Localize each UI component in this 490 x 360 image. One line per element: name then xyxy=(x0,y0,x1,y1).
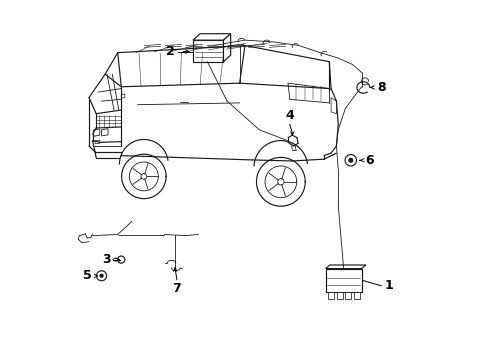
Circle shape xyxy=(141,174,147,179)
Text: 8: 8 xyxy=(378,81,386,94)
FancyBboxPatch shape xyxy=(337,292,343,299)
Text: 4: 4 xyxy=(286,109,294,122)
Polygon shape xyxy=(331,98,337,114)
Text: 5: 5 xyxy=(83,269,92,282)
Polygon shape xyxy=(193,34,231,40)
Text: 2: 2 xyxy=(166,45,175,58)
Circle shape xyxy=(278,179,284,185)
Polygon shape xyxy=(95,140,100,144)
Polygon shape xyxy=(122,94,125,98)
FancyBboxPatch shape xyxy=(326,269,362,292)
Polygon shape xyxy=(326,265,366,269)
FancyBboxPatch shape xyxy=(354,292,360,299)
Text: 1: 1 xyxy=(384,279,393,292)
Polygon shape xyxy=(101,129,108,136)
FancyBboxPatch shape xyxy=(345,292,351,299)
Text: 7: 7 xyxy=(172,282,181,295)
Polygon shape xyxy=(94,129,100,136)
FancyBboxPatch shape xyxy=(193,40,223,62)
FancyBboxPatch shape xyxy=(328,292,334,299)
Circle shape xyxy=(348,158,353,163)
Polygon shape xyxy=(223,34,231,62)
Text: 6: 6 xyxy=(365,154,374,167)
Text: 3: 3 xyxy=(102,253,111,266)
Circle shape xyxy=(99,274,104,278)
